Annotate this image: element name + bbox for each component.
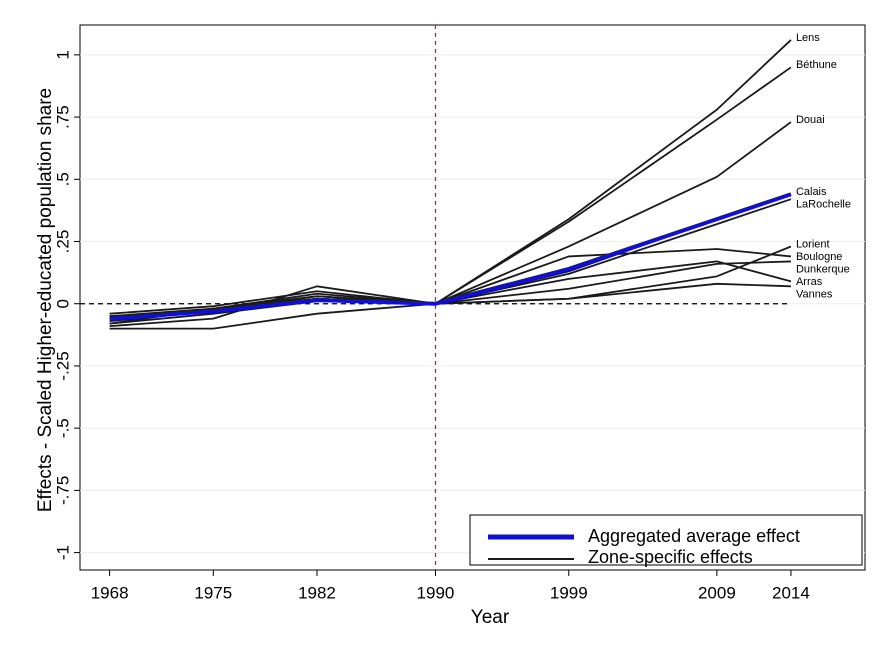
series-label: Douai (796, 114, 825, 126)
legend-label: Aggregated average effect (588, 526, 800, 546)
series-label: Boulogne (796, 251, 843, 263)
y-tick-label: .75 (53, 105, 72, 129)
series-label: Calais (796, 186, 827, 198)
y-tick-label: -.25 (53, 351, 72, 380)
series-label: Vannes (796, 288, 833, 300)
x-tick-label: 1968 (91, 583, 129, 602)
series-label: Lorient (796, 238, 830, 250)
x-tick-label: 1982 (298, 583, 336, 602)
series-label: Béthune (796, 59, 837, 71)
average-line (109, 192, 792, 321)
x-tick-label: 2009 (698, 583, 736, 602)
legend-box (469, 514, 863, 566)
x-tick-label: 1990 (417, 583, 455, 602)
y-tick-label: 0 (53, 299, 72, 308)
series-label: Lens (796, 32, 820, 44)
series-label: Arras (796, 276, 823, 288)
y-tick-label: 1 (53, 50, 72, 59)
y-axis-title: Effects - Scaled Higher-educated populat… (35, 88, 56, 512)
y-tick-label: .25 (53, 230, 72, 254)
x-tick-label: 2014 (772, 583, 810, 602)
y-tick-label: .5 (53, 172, 72, 186)
y-tick-label: -1 (53, 545, 72, 560)
x-tick-label: 1999 (550, 583, 588, 602)
y-tick-label: -.75 (53, 476, 72, 505)
legend-label: Zone-specific effects (588, 547, 753, 567)
series-label: LaRochelle (796, 199, 851, 211)
y-tick-label: -.5 (53, 418, 72, 438)
series-label: Dunkerque (796, 263, 850, 275)
x-tick-label: 1975 (194, 583, 232, 602)
x-axis-title: Year (471, 607, 510, 628)
